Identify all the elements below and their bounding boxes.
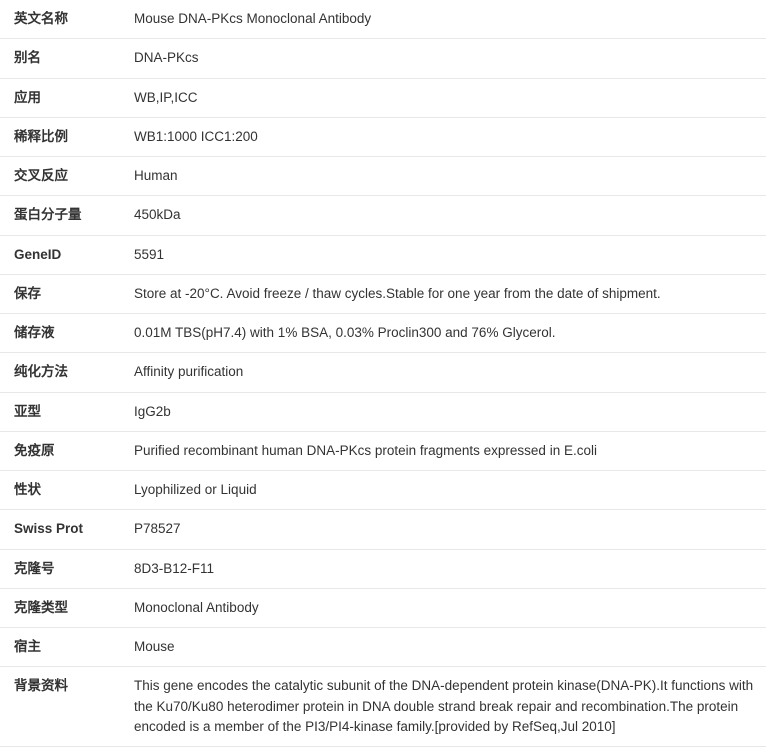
row-value: 0.01M TBS(pH7.4) with 1% BSA, 0.03% Proc… [120, 314, 766, 353]
row-label: 蛋白分子量 [0, 196, 120, 235]
row-label: 别名 [0, 39, 120, 78]
row-label: 克隆类型 [0, 588, 120, 627]
table-row: 性状Lyophilized or Liquid [0, 471, 766, 510]
row-value: Human [120, 157, 766, 196]
row-value: Affinity purification [120, 353, 766, 392]
row-value: P78527 [120, 510, 766, 549]
table-row: Swiss ProtP78527 [0, 510, 766, 549]
row-value: Monoclonal Antibody [120, 588, 766, 627]
row-label: Swiss Prot [0, 510, 120, 549]
table-row: 交叉反应Human [0, 157, 766, 196]
table-row: 储存液0.01M TBS(pH7.4) with 1% BSA, 0.03% P… [0, 314, 766, 353]
row-label: GeneID [0, 235, 120, 274]
table-row: 纯化方法Affinity purification [0, 353, 766, 392]
table-row: 宿主Mouse [0, 628, 766, 667]
table-row: 保存Store at -20°C. Avoid freeze / thaw cy… [0, 274, 766, 313]
table-row: 背景资料This gene encodes the catalytic subu… [0, 667, 766, 747]
table-row: GeneID5591 [0, 235, 766, 274]
row-label: 克隆号 [0, 549, 120, 588]
table-row: 蛋白分子量450kDa [0, 196, 766, 235]
row-value: IgG2b [120, 392, 766, 431]
row-label: 英文名称 [0, 0, 120, 39]
spec-table: 英文名称Mouse DNA-PKcs Monoclonal Antibody别名… [0, 0, 766, 747]
row-value: 8D3-B12-F11 [120, 549, 766, 588]
table-row: 亚型IgG2b [0, 392, 766, 431]
row-value: WB1:1000 ICC1:200 [120, 117, 766, 156]
row-label: 纯化方法 [0, 353, 120, 392]
table-row: 稀释比例WB1:1000 ICC1:200 [0, 117, 766, 156]
row-value: Mouse [120, 628, 766, 667]
row-label: 保存 [0, 274, 120, 313]
row-label: 稀释比例 [0, 117, 120, 156]
row-label: 性状 [0, 471, 120, 510]
row-value: Purified recombinant human DNA-PKcs prot… [120, 431, 766, 470]
row-value: DNA-PKcs [120, 39, 766, 78]
row-label: 背景资料 [0, 667, 120, 747]
row-value: This gene encodes the catalytic subunit … [120, 667, 766, 747]
table-row: 克隆号8D3-B12-F11 [0, 549, 766, 588]
row-label: 储存液 [0, 314, 120, 353]
row-value: WB,IP,ICC [120, 78, 766, 117]
row-label: 宿主 [0, 628, 120, 667]
row-label: 交叉反应 [0, 157, 120, 196]
row-label: 亚型 [0, 392, 120, 431]
table-row: 别名DNA-PKcs [0, 39, 766, 78]
row-value: 450kDa [120, 196, 766, 235]
row-value: Store at -20°C. Avoid freeze / thaw cycl… [120, 274, 766, 313]
row-label: 应用 [0, 78, 120, 117]
spec-table-body: 英文名称Mouse DNA-PKcs Monoclonal Antibody别名… [0, 0, 766, 747]
table-row: 应用WB,IP,ICC [0, 78, 766, 117]
row-value: Mouse DNA-PKcs Monoclonal Antibody [120, 0, 766, 39]
row-label: 免疫原 [0, 431, 120, 470]
row-value: 5591 [120, 235, 766, 274]
table-row: 免疫原Purified recombinant human DNA-PKcs p… [0, 431, 766, 470]
table-row: 克隆类型Monoclonal Antibody [0, 588, 766, 627]
row-value: Lyophilized or Liquid [120, 471, 766, 510]
table-row: 英文名称Mouse DNA-PKcs Monoclonal Antibody [0, 0, 766, 39]
